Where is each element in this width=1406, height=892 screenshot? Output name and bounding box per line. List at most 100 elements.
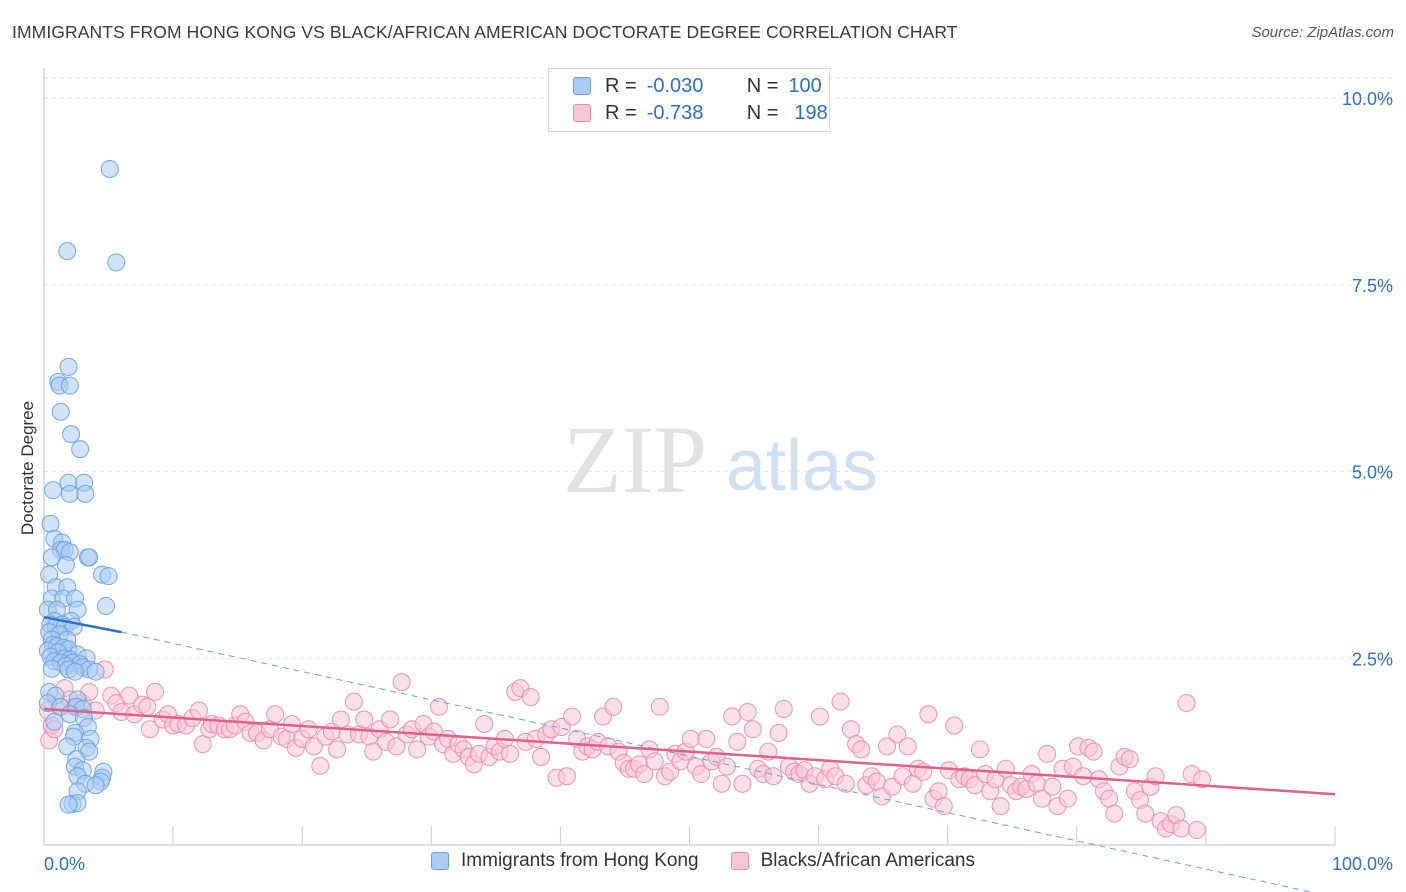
data-point <box>328 740 347 759</box>
data-point <box>774 700 793 719</box>
data-point <box>888 725 907 744</box>
data-point <box>681 729 700 748</box>
data-point <box>1058 789 1077 808</box>
data-point <box>996 759 1015 778</box>
trend-line-hong-kong <box>43 615 122 634</box>
legend-r-label: R = <box>605 101 637 124</box>
data-point <box>852 740 871 759</box>
data-point <box>650 697 669 716</box>
data-point <box>99 567 118 586</box>
data-point <box>733 774 752 793</box>
data-point <box>364 742 383 761</box>
legend-r-value: -0.030 <box>646 74 704 97</box>
legend-n-value: 100 <box>788 74 822 97</box>
y-tick-label: 2.5% <box>1352 649 1393 669</box>
correlation-legend: R = -0.030 N = 100 R = -0.738 N = 198 <box>548 68 830 132</box>
data-point <box>692 765 711 784</box>
axes <box>43 68 1336 846</box>
data-point <box>991 797 1010 816</box>
watermark-zip: ZIP <box>563 406 707 513</box>
data-point <box>44 481 63 500</box>
data-point <box>604 697 623 716</box>
data-point <box>60 484 79 503</box>
data-point <box>266 705 285 724</box>
data-point <box>1038 744 1057 763</box>
chart-title: IMMIGRANTS FROM HONG KONG VS BLACK/AFRIC… <box>12 22 958 42</box>
legend-swatch-blue <box>573 77 591 95</box>
legend-n-label: N = <box>746 101 779 124</box>
legend-swatch-pink <box>730 852 749 870</box>
legend-r-value: -0.738 <box>646 101 704 124</box>
data-point <box>120 686 139 705</box>
chart-source: Source: ZipAtlas.com <box>1251 24 1394 41</box>
data-point <box>1172 819 1191 838</box>
legend-swatch-blue <box>431 852 450 870</box>
data-point <box>380 710 399 729</box>
data-point <box>1193 770 1212 789</box>
data-point <box>62 425 81 444</box>
data-point <box>1100 789 1119 808</box>
data-point <box>60 376 79 395</box>
data-point <box>919 705 938 724</box>
data-point <box>1187 821 1206 840</box>
data-point <box>392 673 411 692</box>
data-point <box>146 682 165 701</box>
trend-lines <box>43 615 1336 892</box>
data-point <box>697 729 716 748</box>
data-point <box>45 712 64 731</box>
legend-n-label: N = <box>746 74 779 97</box>
data-point <box>86 662 105 681</box>
trend-line-black <box>43 707 1336 796</box>
data-point <box>841 720 860 739</box>
data-point <box>831 692 850 711</box>
x-tick-label: 0.0% <box>44 854 85 874</box>
data-point <box>56 555 75 574</box>
legend-item-hong-kong: Immigrants from Hong Kong <box>431 850 699 872</box>
data-point <box>1136 804 1155 823</box>
data-point <box>1120 750 1139 769</box>
data-point <box>738 703 757 722</box>
data-point <box>945 716 964 735</box>
watermark: ZIP atlas <box>563 406 878 513</box>
data-point <box>387 737 406 756</box>
data-point <box>728 732 747 751</box>
data-point <box>107 253 126 272</box>
data-point <box>299 720 318 739</box>
data-point <box>58 242 77 261</box>
data-point <box>59 795 78 814</box>
x-tick-label: 100.0% <box>1332 854 1393 874</box>
data-point <box>96 596 115 615</box>
data-point <box>557 767 576 786</box>
data-point <box>712 774 731 793</box>
data-point <box>836 774 855 793</box>
data-point <box>1146 767 1165 786</box>
data-point <box>304 737 323 756</box>
data-point <box>76 484 95 503</box>
data-point <box>331 710 350 729</box>
data-point <box>51 402 70 421</box>
legend-swatch-pink <box>573 104 591 122</box>
data-point <box>100 159 119 178</box>
data-point <box>80 548 99 567</box>
data-point <box>65 662 84 681</box>
data-point <box>645 752 664 771</box>
legend-row-black: R = -0.738 N = 198 <box>573 100 828 126</box>
data-point <box>189 701 208 720</box>
data-point <box>59 357 78 376</box>
data-point <box>563 707 582 726</box>
data-point <box>71 440 90 459</box>
data-point <box>42 548 61 567</box>
data-point <box>1027 774 1046 793</box>
data-point <box>311 756 330 775</box>
watermark-atlas: atlas <box>726 426 878 506</box>
y-tick-label: 5.0% <box>1352 463 1393 483</box>
tick-labels: 2.5% 5.0% 7.5% 10.0% 0.0% 100.0% <box>44 89 1393 874</box>
legend-row-hong-kong: R = -0.030 N = 100 <box>573 73 822 99</box>
data-point <box>193 735 212 754</box>
y-tick-label: 7.5% <box>1352 276 1393 296</box>
data-point <box>475 714 494 733</box>
data-point <box>1177 694 1196 713</box>
data-point <box>1105 804 1124 823</box>
data-point <box>965 776 984 795</box>
